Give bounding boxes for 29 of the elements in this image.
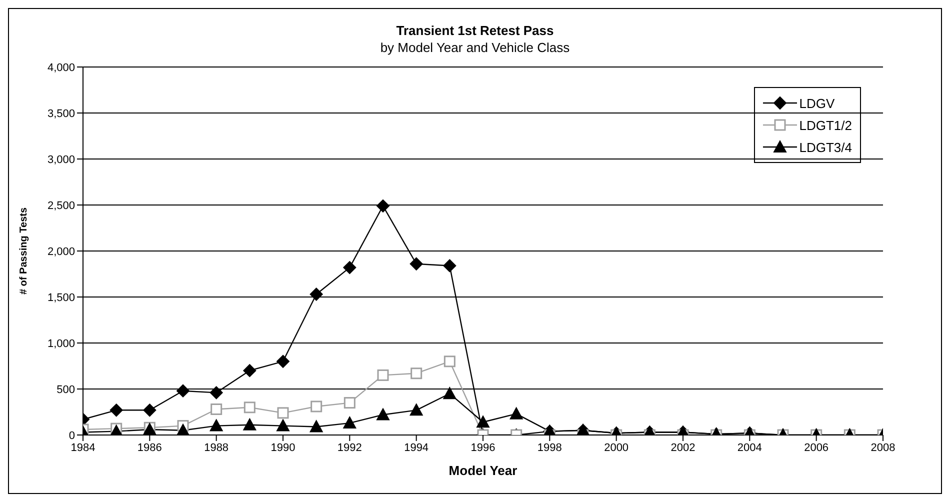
- x-tick-label: 1984: [70, 442, 96, 454]
- legend-label: LDGT3/4: [799, 140, 852, 154]
- legend-label: LDGV: [799, 96, 835, 110]
- chart-subtitle: by Model Year and Vehicle Class: [379, 40, 571, 55]
- x-tick-label: 1996: [470, 442, 496, 454]
- y-tick-label: 3,000: [47, 154, 75, 166]
- x-tick-label: 2006: [804, 442, 829, 454]
- x-tick-label: 1990: [270, 442, 296, 454]
- x-axis-title: Model Year: [448, 463, 518, 478]
- y-tick-label: 500: [56, 384, 75, 396]
- y-tick-label: 0: [68, 430, 75, 442]
- y-tick-label: 1,000: [47, 338, 75, 350]
- y-tick-label: 4,000: [47, 62, 75, 74]
- x-tick-label: 2000: [604, 442, 629, 454]
- x-tick-label: 1994: [404, 442, 429, 454]
- x-tick-label: 1988: [204, 442, 229, 454]
- x-tick-label: 2008: [870, 442, 896, 454]
- x-tick-label: 1998: [537, 442, 562, 454]
- x-tick-label: 2004: [737, 442, 762, 454]
- y-tick-label: 2,000: [47, 246, 75, 258]
- y-tick-label: 2,500: [47, 200, 75, 212]
- chart-title: Transient 1st Retest Pass: [395, 23, 555, 38]
- x-tick-label: 1986: [137, 442, 162, 454]
- x-tick-label: 2002: [670, 442, 696, 454]
- y-tick-label: 3,500: [47, 108, 75, 120]
- legend-label: LDGT1/2: [799, 118, 852, 132]
- x-tick-label: 1992: [337, 442, 362, 454]
- y-tick-label: 1,500: [47, 292, 75, 304]
- y-axis-title: # of Passing Tests: [18, 207, 30, 295]
